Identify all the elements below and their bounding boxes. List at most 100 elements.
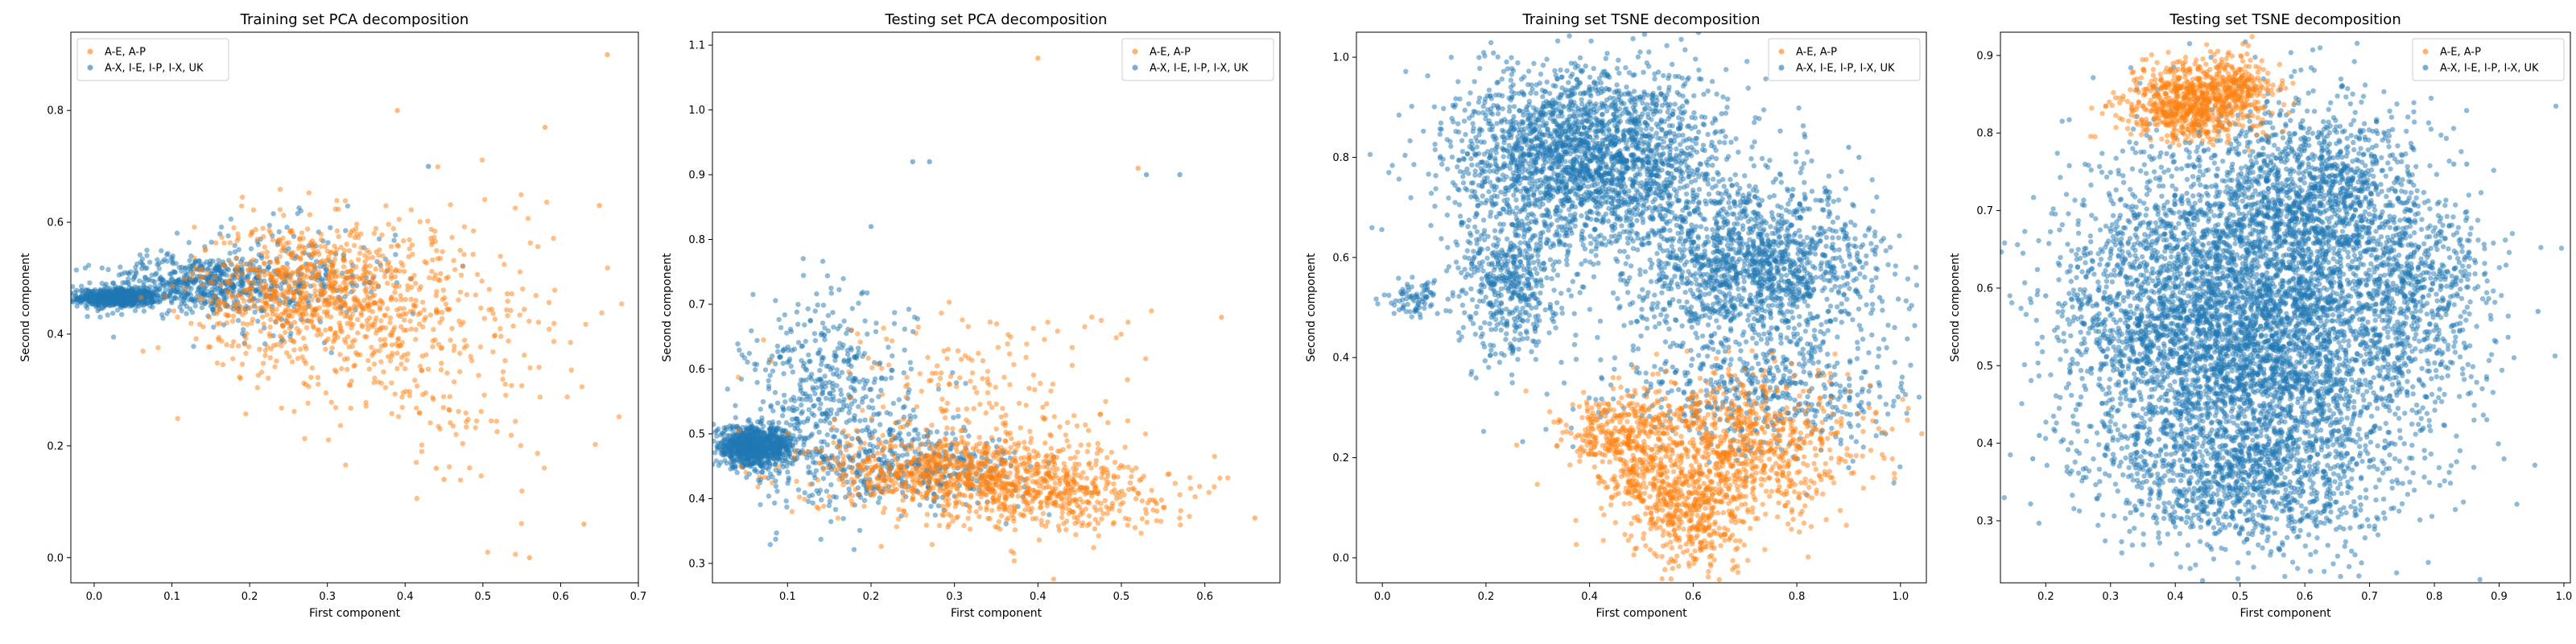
data-point [854,474,861,480]
data-point [508,432,514,438]
data-point [228,274,233,279]
data-point [307,212,313,217]
data-point [210,308,216,313]
data-point [207,344,213,350]
data-point [519,383,525,389]
data-point [474,271,481,278]
data-point [324,263,329,269]
data-point [156,266,162,271]
data-point [378,380,385,386]
data-point [904,474,910,480]
data-point [749,328,754,334]
data-point [912,414,918,419]
data-point [86,288,93,295]
data-point [795,487,802,493]
data-point [467,465,473,471]
data-point [774,451,779,456]
data-point [836,398,842,403]
data-point [225,233,231,239]
data-point [857,527,863,534]
data-point [351,242,357,249]
data-point [242,309,249,316]
data-point [791,455,797,460]
data-point [334,197,340,204]
data-point [799,402,804,408]
data-point [767,542,773,547]
data-point [492,316,497,322]
data-point [819,357,825,363]
data-point [318,243,324,250]
data-point [213,266,219,271]
data-point [175,415,180,422]
data-point [790,404,796,411]
data-point [856,300,861,306]
data-point [378,318,384,324]
data-point [159,248,164,254]
data-point [772,500,778,506]
data-point [754,469,760,475]
data-point [249,230,255,236]
data-point [943,431,949,436]
data-point [175,314,180,320]
data-point [819,439,824,444]
data-point [373,280,378,286]
data-point [808,376,815,382]
data-point [427,420,433,426]
data-point [348,279,353,286]
data-point [342,198,349,204]
data-point [114,307,121,313]
data-point [826,502,832,509]
data-point [343,228,349,233]
data-point [938,440,944,446]
x-tick-label: 0.2 [242,591,258,603]
data-point [714,433,720,439]
data-point [315,249,320,254]
data-point [386,221,391,227]
data-point [288,330,294,336]
data-point [248,291,254,297]
data-point [362,287,368,294]
data-point [295,211,300,217]
data-point [876,411,882,416]
data-point [712,450,718,456]
data-point [551,320,557,326]
data-point [1065,419,1071,426]
data-point [901,492,906,498]
data-point [838,387,844,393]
data-point [192,265,199,270]
data-point [830,424,836,431]
data-point [243,350,249,357]
data-point [837,323,843,329]
data-point [770,368,776,374]
data-point [831,493,836,500]
data-point [783,420,790,426]
data-point [1094,451,1100,456]
data-point [336,206,341,212]
data-point [411,308,416,315]
data-point [385,306,390,312]
data-point [952,436,959,442]
data-point [712,438,716,444]
data-point [734,438,740,444]
data-point [794,406,800,411]
data-point [1056,475,1062,481]
data-point [770,419,776,425]
data-point [419,299,426,305]
data-point [846,410,852,415]
data-point [425,366,431,372]
data-point [1022,455,1027,460]
data-point [812,390,818,397]
chart-panel-1: 0.0 0.1 0.2 0.3 0.4 0.5 0.6 0.70.00.20.40.60.8T… [19,11,646,620]
data-point [465,416,471,423]
data-point [760,469,766,475]
data-point [394,350,400,356]
data-point [85,313,90,320]
data-point [379,232,385,237]
data-point [890,367,895,374]
data-point [873,328,879,335]
data-point [473,418,480,424]
data-point [919,456,924,462]
data-point [866,404,872,410]
data-point [812,308,818,314]
data-point [716,463,722,469]
